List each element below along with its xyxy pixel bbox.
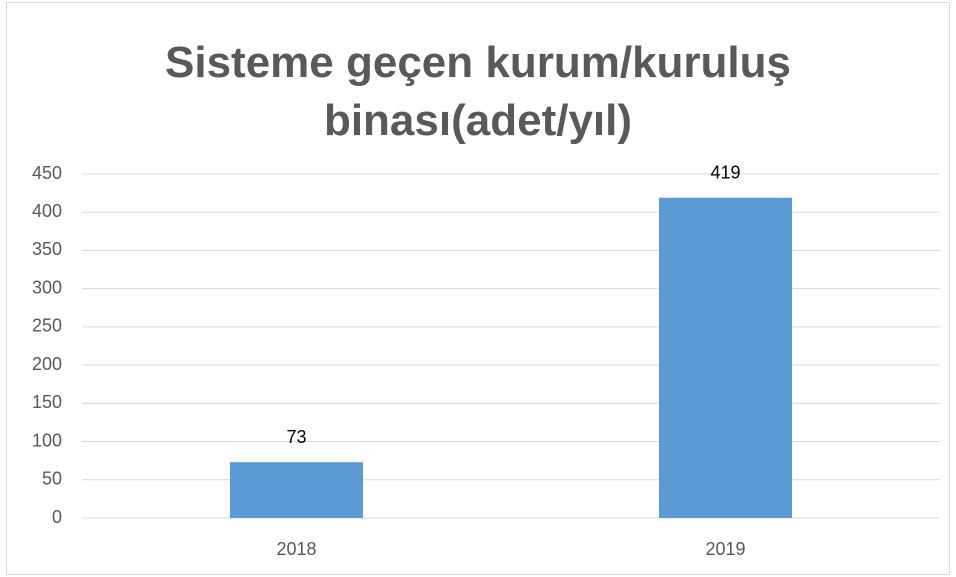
chart-border [6, 2, 950, 575]
y-tick-label: 300 [32, 277, 62, 297]
y-tick-label: 100 [32, 430, 62, 450]
chart-title: Sisteme geçen kurum/kuruluş binası(adet/… [165, 38, 791, 145]
x-tick-label: 2018 [276, 539, 316, 559]
y-tick-label: 150 [32, 392, 62, 412]
bar [659, 197, 792, 518]
data-label: 419 [710, 162, 740, 182]
bar [230, 462, 363, 518]
data-label: 73 [286, 427, 306, 447]
y-tick-label: 50 [42, 469, 62, 489]
y-tick-label: 450 [32, 163, 62, 183]
y-tick-label: 200 [32, 354, 62, 374]
y-tick-label: 400 [32, 201, 62, 221]
y-tick-label: 250 [32, 316, 62, 336]
x-tick-label: 2019 [705, 539, 745, 559]
y-tick-label: 350 [32, 239, 62, 259]
y-tick-label: 0 [52, 507, 62, 527]
